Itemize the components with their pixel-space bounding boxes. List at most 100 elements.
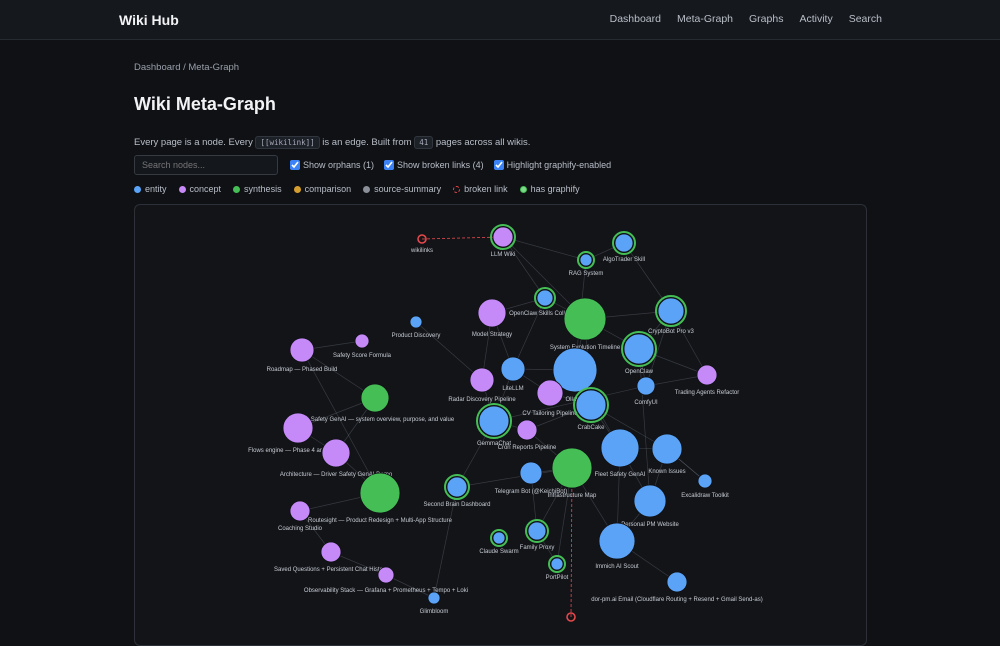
legend-label: concept [189, 184, 222, 194]
node[interactable]: Roadmap — Phased Build [267, 337, 338, 373]
nav-link[interactable]: Dashboard [609, 13, 661, 25]
node-circle [527, 521, 547, 541]
broken-edge [421, 236, 504, 240]
node[interactable]: Fleet Safety GenAI — system overview, pu… [296, 383, 455, 423]
checkbox[interactable] [290, 160, 300, 170]
node[interactable]: Immich AI Scout [595, 522, 639, 570]
node[interactable]: Radar Discovery Pipeline [448, 367, 516, 403]
node[interactable]: Model Strategy [472, 298, 512, 338]
node[interactable]: Product Discovery [392, 315, 441, 339]
node-label: AlgoTrader Skill [603, 257, 645, 263]
node[interactable] [566, 612, 576, 622]
node[interactable]: CV Tailoring Pipeline [522, 379, 578, 417]
node-label: Trading Agents Refactor [675, 390, 739, 396]
graphify-ring [490, 224, 516, 250]
node[interactable]: GemmaChat [476, 403, 512, 447]
node[interactable]: Family Proxy [520, 519, 555, 551]
node[interactable]: OpenClaw [621, 331, 657, 375]
search-input[interactable] [134, 155, 278, 175]
node-circle [536, 379, 564, 407]
node-label: Telegram Bot (@KeichiBot) [495, 489, 567, 495]
node[interactable]: Flows engine — Phase 4 architecture [248, 412, 349, 454]
node-circle [492, 226, 514, 248]
checkbox-option[interactable]: Show orphans (1) [290, 160, 374, 170]
node-circle [359, 472, 401, 514]
graphify-ring [490, 529, 508, 547]
legend-label: comparison [304, 184, 352, 194]
node[interactable]: Infrastructure Map [548, 447, 597, 499]
node[interactable]: RAG System [569, 251, 604, 277]
node-circle [598, 522, 636, 560]
node[interactable]: Cron Reports Pipeline [498, 419, 557, 451]
node[interactable]: Saved Questions + Persistent Chat Histor… [274, 541, 388, 573]
graphify-ring [573, 387, 609, 423]
checkbox-option[interactable]: Highlight graphify-enabled [493, 160, 611, 170]
legend-item: synthesis [233, 184, 282, 194]
node-label: Architecture — Driver Safety GenAI Demo [280, 472, 393, 478]
checkbox[interactable] [493, 160, 504, 170]
nav-link[interactable]: Search [848, 13, 882, 25]
node[interactable]: ComfyUI [634, 376, 658, 406]
node[interactable]: Excalidraw Toolkit [681, 473, 729, 499]
checkbox[interactable] [384, 160, 395, 170]
checkbox-option[interactable]: Show broken links (4) [384, 160, 484, 170]
node-label: Radar Discovery Pipeline [448, 397, 516, 403]
node[interactable]: OpenClaw Skills Collection [509, 287, 581, 317]
node[interactable]: CryptoBot Pro v3 [648, 295, 695, 335]
broken-node [417, 234, 427, 244]
node[interactable]: AlgoTrader Skill [603, 231, 645, 263]
node[interactable]: PortPilot [546, 555, 569, 581]
count: 41 [414, 136, 434, 149]
node[interactable]: Glimbloom [420, 591, 449, 615]
node[interactable]: Routesight — Product Redesign + Multi-Ap… [308, 472, 453, 524]
legend-swatch [519, 185, 527, 193]
node[interactable]: Second Brain Dashboard [423, 474, 491, 508]
node[interactable]: dor-pm.ai Email (Cloudflare Routing + Re… [591, 571, 763, 603]
nav-link[interactable]: Graphs [749, 13, 784, 25]
legend-swatch [178, 185, 186, 193]
edge [301, 349, 376, 399]
node[interactable]: Safety Score Formula [333, 333, 392, 359]
edge [385, 574, 435, 599]
node[interactable]: System Evolution Timeline [550, 297, 621, 351]
brand[interactable]: Wiki Hub [119, 12, 179, 28]
node-label: Infrastructure Map [548, 493, 597, 499]
node[interactable]: Telegram Bot (@KeichiBot) [495, 461, 567, 495]
graphify-ring [525, 519, 549, 543]
node-label: ComfyUI [634, 400, 658, 406]
nav-link[interactable]: Activity [799, 13, 833, 25]
node[interactable]: Known Issues [648, 433, 686, 475]
legend-label: broken link [464, 184, 508, 194]
node-label: OpenClaw Skills Collection [509, 311, 581, 317]
node-circle [633, 484, 667, 518]
node[interactable]: Architecture — Driver Safety GenAI Demo [280, 438, 393, 478]
node[interactable]: Trading Agents Refactor [675, 364, 739, 396]
node-circle [500, 356, 526, 382]
node[interactable]: Claude Swarm [479, 529, 519, 555]
edge [512, 297, 546, 370]
node-circle [516, 419, 538, 441]
node[interactable]: Fleet Safety GenAI [595, 428, 646, 478]
breadcrumb[interactable]: Dashboard / Meta-Graph [134, 62, 240, 73]
node-circle [469, 367, 495, 393]
node-circle [666, 571, 688, 593]
node[interactable]: Observability Stack — Grafana + Promethe… [304, 566, 468, 594]
node-circle [636, 376, 656, 396]
edge [623, 242, 672, 312]
node-circle [696, 364, 718, 386]
nav-link[interactable]: Meta-Graph [676, 13, 734, 25]
node-label: Safety Score Formula [333, 353, 392, 359]
node-label: GemmaChat [477, 441, 511, 447]
node[interactable]: LLM Wiki [490, 224, 516, 258]
node[interactable]: Personal PM Website [621, 484, 679, 528]
graphify-ring [655, 295, 687, 327]
node[interactable]: CrabCake [573, 387, 609, 431]
node[interactable]: wikilinks [410, 234, 433, 254]
text: is an edge. Built from [322, 137, 412, 148]
graphify-ring [444, 474, 470, 500]
page: Wiki Hub Dashboard Meta-Graph Graphs Activi… [0, 12, 1000, 646]
node-label: CV Tailoring Pipeline [522, 411, 578, 417]
node[interactable]: Coaching Studio [278, 500, 323, 532]
node-label: Observability Stack — Grafana + Promethe… [304, 588, 468, 594]
node[interactable]: LiteLLM [500, 356, 526, 392]
